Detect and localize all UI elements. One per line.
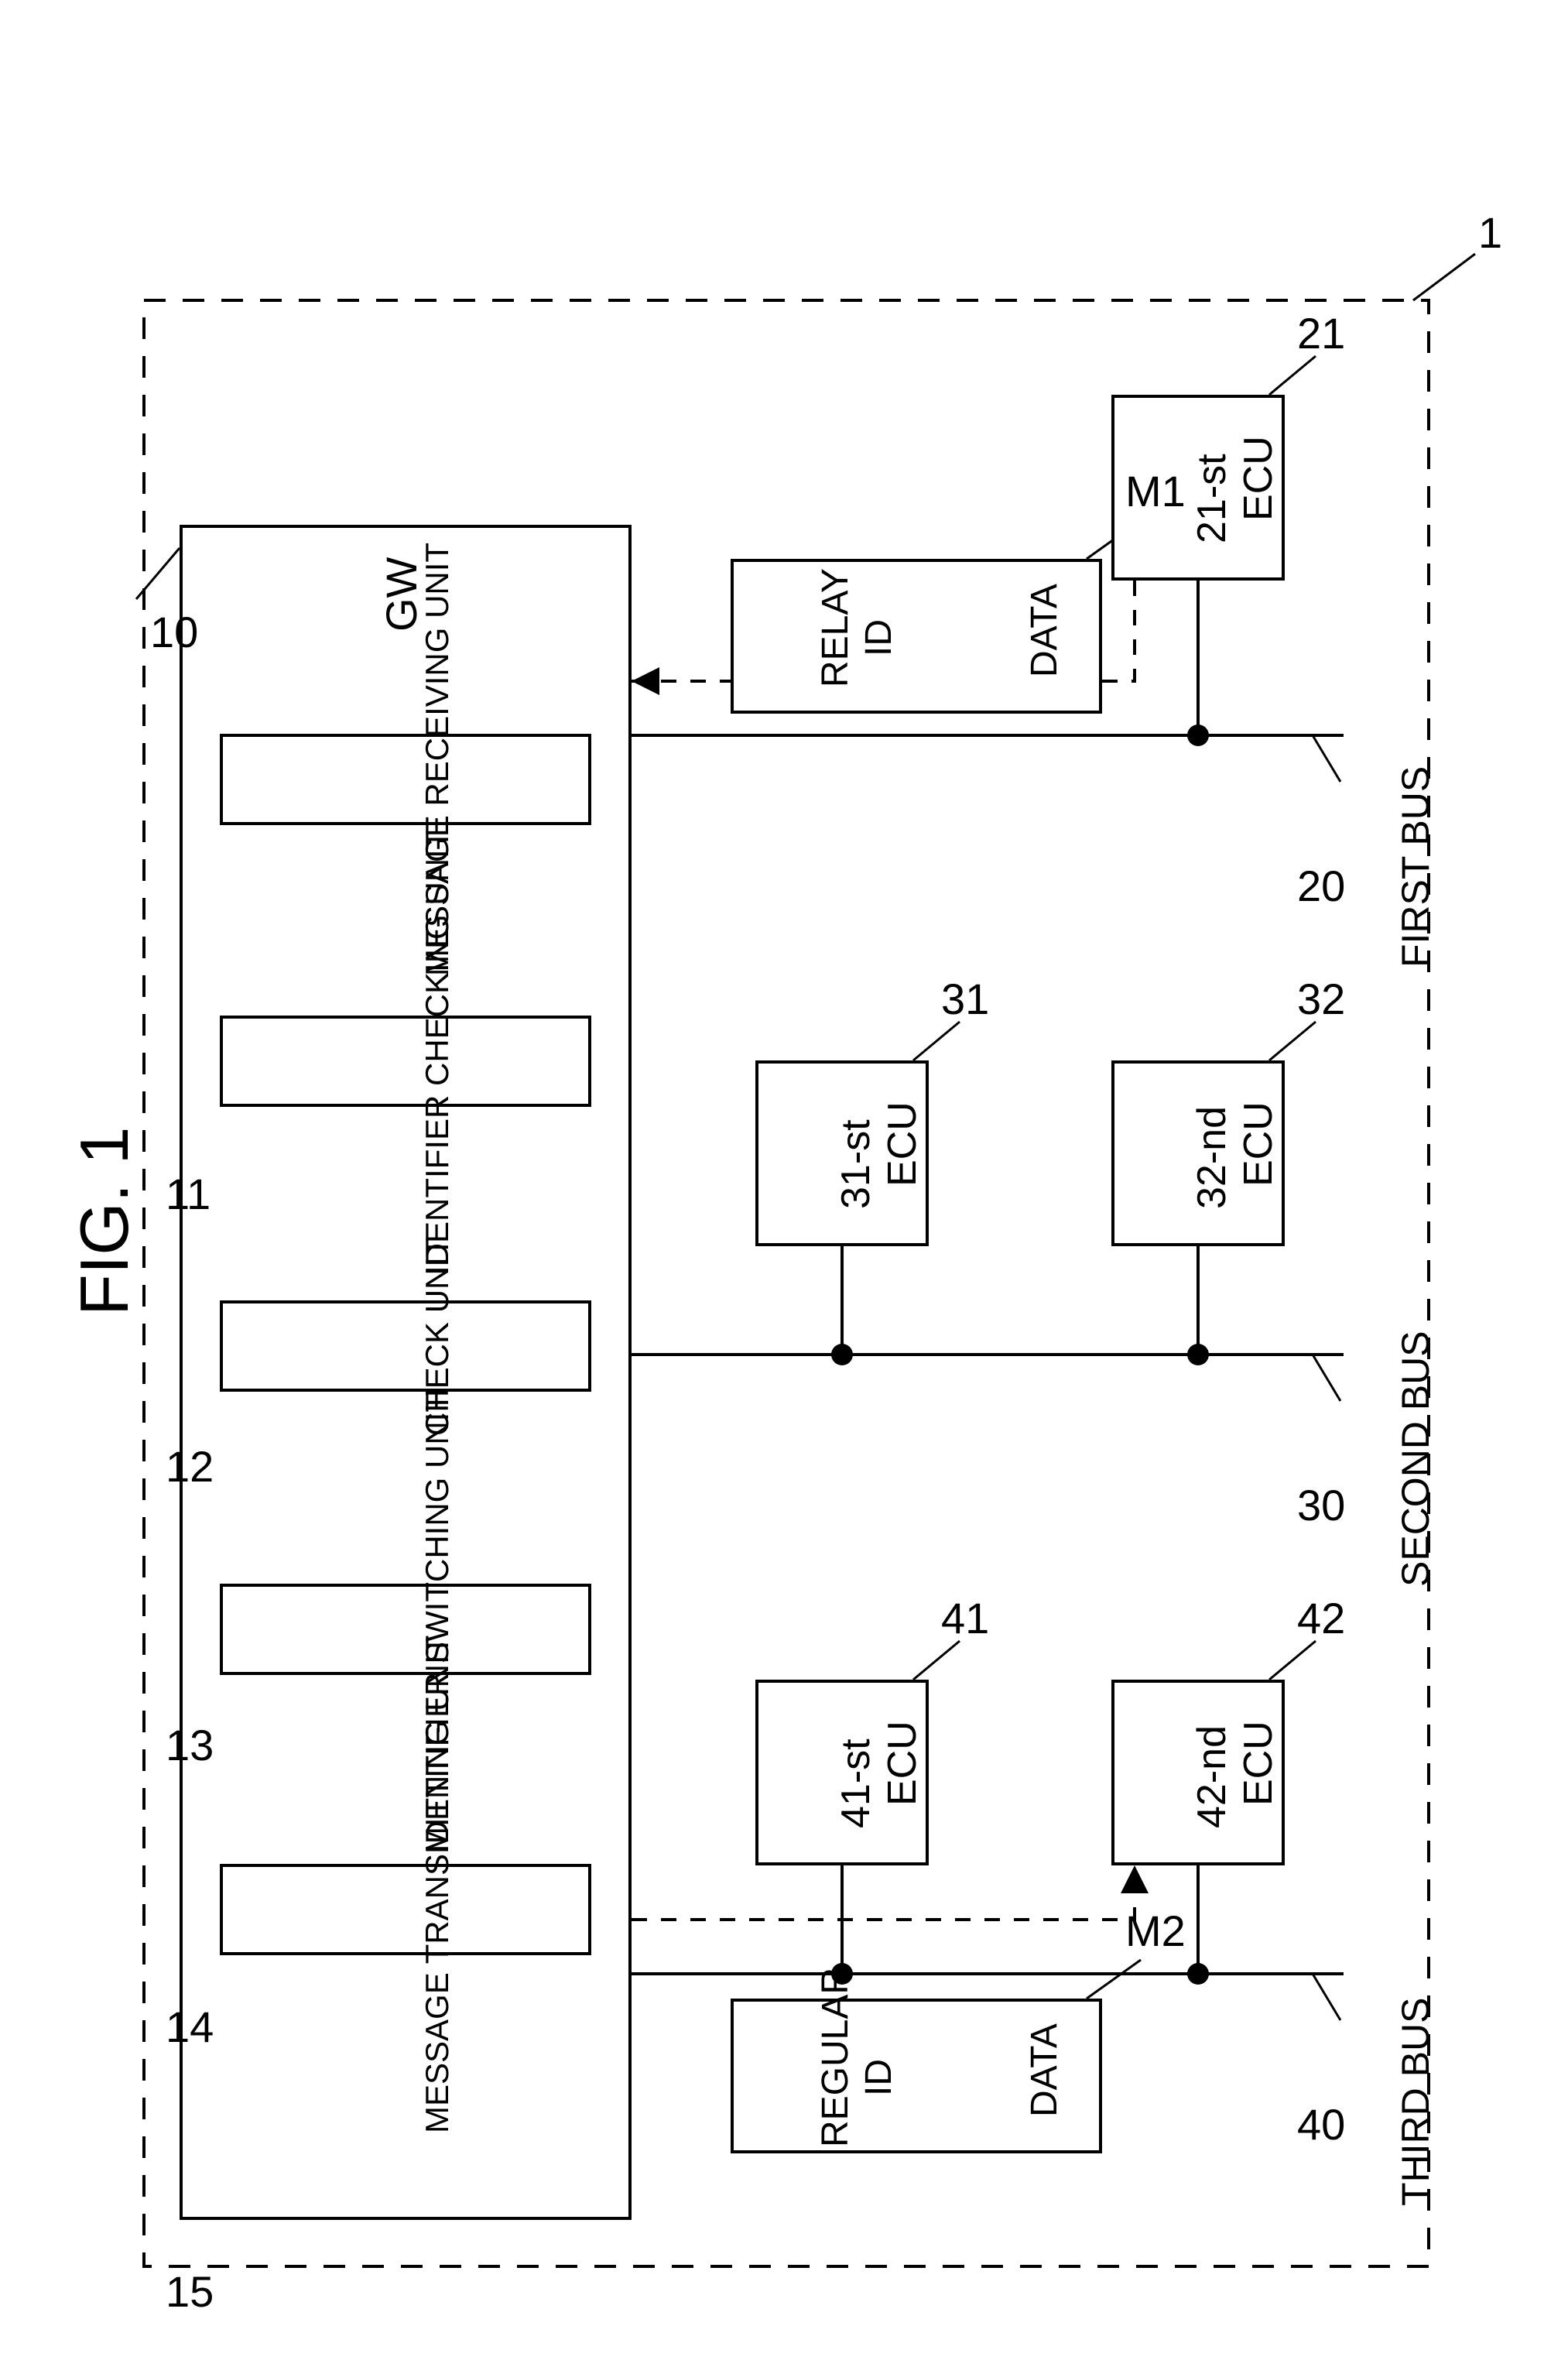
- gw-unit-14: [220, 1584, 591, 1675]
- ref-unit-12: 12: [166, 1441, 214, 1492]
- ref-unit-15: 15: [166, 2266, 214, 2317]
- msg-m2-l2: ID: [858, 2059, 900, 2096]
- ecu-label1-32: 32-nd: [1189, 1106, 1235, 1209]
- ecu-label1-42: 42-nd: [1189, 1725, 1235, 1828]
- gw-unit-11: [220, 734, 591, 825]
- gw-unit-12: [220, 1016, 591, 1107]
- msg-m1-r: DATA: [1023, 584, 1066, 677]
- ref-ecu-32: 32: [1297, 974, 1345, 1024]
- ecu-label1-31: 31-st: [833, 1119, 879, 1209]
- ref-system: 1: [1478, 207, 1502, 258]
- ecu-label2-21: ECU: [1235, 436, 1282, 521]
- gw-unit-13: [220, 1300, 591, 1392]
- figure-title: FIG. 1: [65, 1127, 144, 1317]
- ref-gw: 10: [150, 607, 198, 657]
- gw-unit-15: [220, 1864, 591, 1955]
- ref-unit-14: 14: [166, 2002, 214, 2052]
- ref-msg-m1: M1: [1125, 466, 1186, 516]
- gw-unit-label-12: IDENTIFIER CHECKING UNIT: [419, 830, 456, 1276]
- ref-ecu-42: 42: [1297, 1593, 1345, 1643]
- ecu-label2-42: ECU: [1235, 1721, 1282, 1806]
- ref-ecu-41: 41: [941, 1593, 989, 1643]
- bus-label-30: SECOND BUS: [1393, 1331, 1438, 1587]
- msg-m2-l1: REGULAR: [814, 1968, 857, 2147]
- ecu-label2-32: ECU: [1235, 1101, 1282, 1187]
- ref-ecu-21: 21: [1297, 308, 1345, 358]
- msg-m1-l2: ID: [858, 619, 900, 656]
- msg-m1-l1: RELAY: [814, 568, 857, 687]
- ref-ecu-31: 31: [941, 974, 989, 1024]
- ecu-label1-21: 21-st: [1189, 454, 1235, 543]
- ref-msg-m2: M2: [1125, 1906, 1186, 1956]
- ref-unit-11: 11: [166, 1169, 211, 1219]
- ref-unit-13: 13: [166, 1720, 214, 1770]
- ref-bus-20: 20: [1297, 861, 1345, 911]
- bus-label-40: THIRD BUS: [1393, 1998, 1438, 2206]
- msg-m2-r: DATA: [1023, 2023, 1066, 2117]
- ecu-label1-41: 41-st: [833, 1738, 879, 1828]
- ecu-label2-31: ECU: [879, 1101, 926, 1187]
- gw-unit-label-15: MESSAGE TRANSMITTING UNIT: [419, 1635, 456, 2132]
- ecu-label2-41: ECU: [879, 1721, 926, 1806]
- ref-bus-40: 40: [1297, 2099, 1345, 2149]
- ref-bus-30: 30: [1297, 1480, 1345, 1530]
- bus-label-20: FIRST BUS: [1393, 766, 1438, 968]
